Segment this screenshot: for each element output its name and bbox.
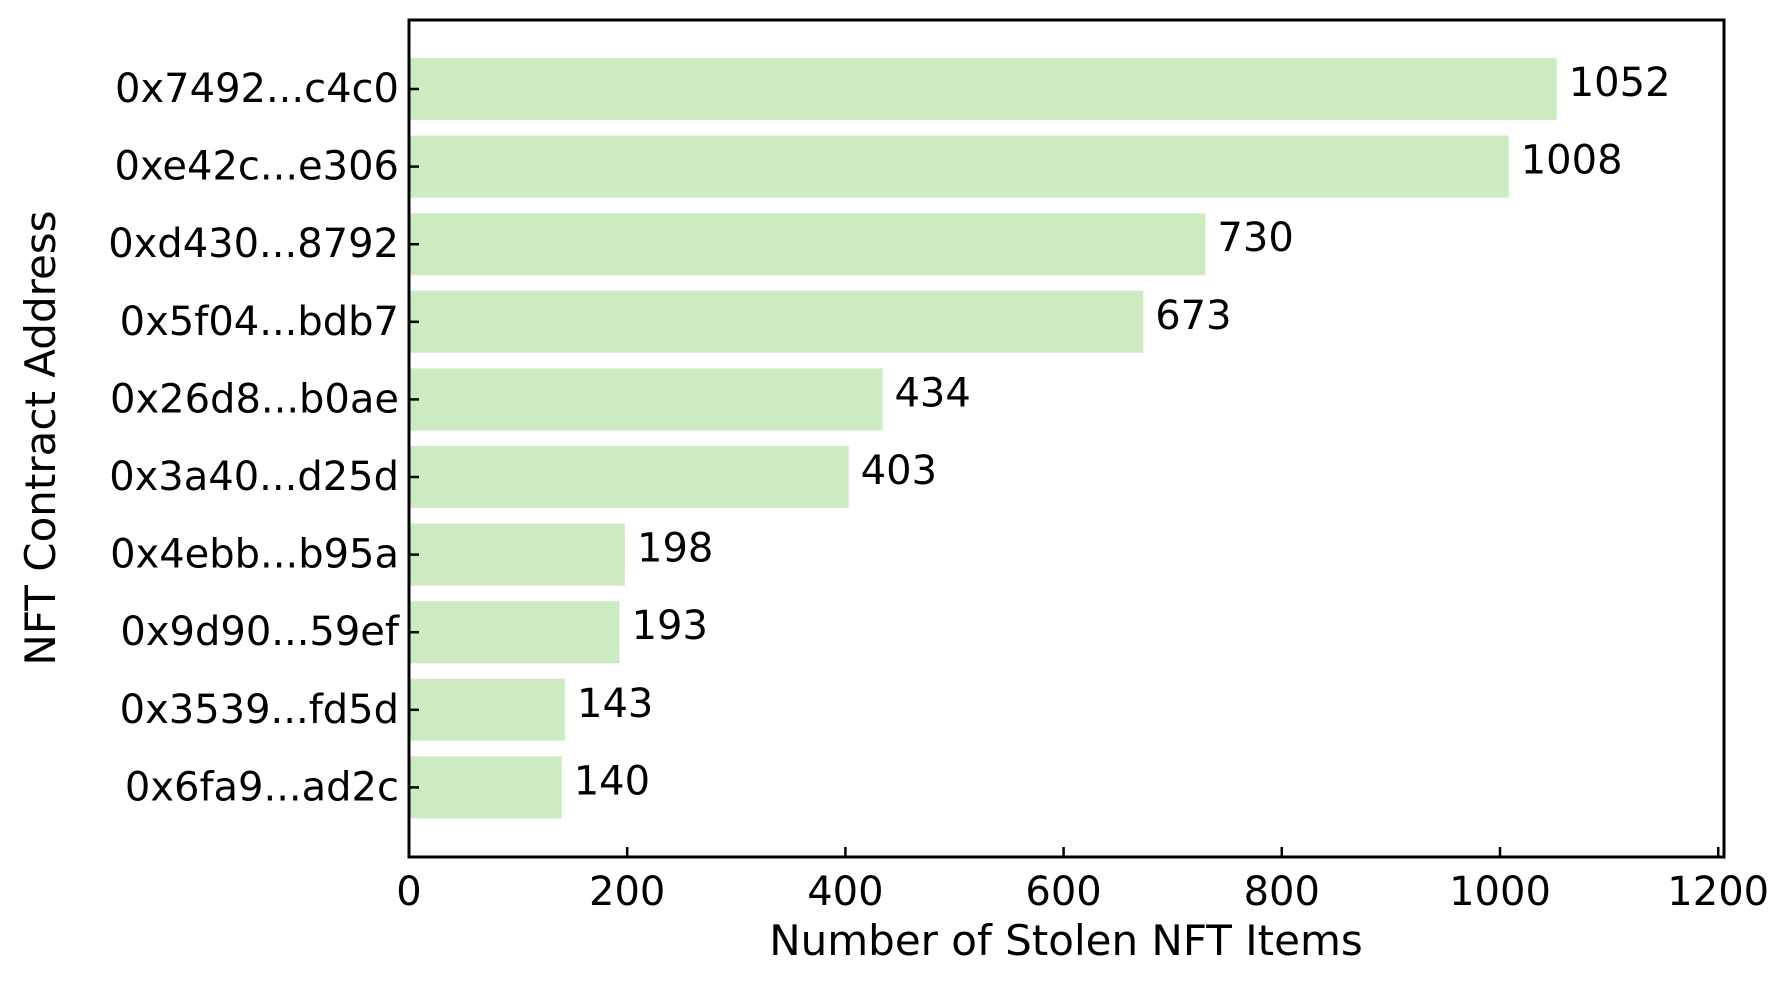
- y-ticks-layer: 0x7492...c4c0 0xe42c...e306 0xd430...8792 0…: [108, 66, 419, 810]
- data-label-0x7492...c4c0: 1052: [1569, 60, 1671, 106]
- x-tick-label: 1000: [1449, 869, 1551, 915]
- y-axis-title: NFT Contract Address: [16, 210, 65, 665]
- data-label-0x3539...fd5d: 143: [577, 681, 653, 727]
- y-tick-label: 0x9d90...59ef: [120, 609, 400, 655]
- x-tick-label: 1200: [1667, 869, 1769, 915]
- bar-0x3539...fd5d: [410, 678, 566, 741]
- y-tick-label: 0xd430...8792: [108, 221, 399, 267]
- y-tick-label: 0x5f04...bdb7: [120, 299, 399, 345]
- x-tick-label: 600: [1025, 869, 1101, 915]
- plot-frame: [407, 18, 1726, 859]
- data-label-0x3a40...d25d: 403: [861, 448, 937, 494]
- y-tick-label: 0x26d8...b0ae: [110, 376, 399, 422]
- y-tick-label: 0xe42c...e306: [115, 144, 400, 190]
- bar-0xd430...8792: [410, 213, 1206, 276]
- data-label-0xd430...8792: 730: [1217, 215, 1293, 261]
- data-label-0x6fa9...ad2c: 140: [574, 758, 650, 804]
- x-tick-label: 0: [396, 869, 421, 915]
- data-labels-layer: 1052 1008 730 673 434 403 198 193 143 140: [574, 60, 1671, 804]
- y-tick-label: 0x7492...c4c0: [115, 66, 399, 112]
- x-tick-label: 800: [1244, 869, 1320, 915]
- x-tick-label: 200: [589, 869, 665, 915]
- data-label-0xe42c...e306: 1008: [1521, 138, 1623, 184]
- x-ticks-layer: 0 200 400 600 800 1000 1200: [396, 847, 1769, 915]
- bar-0x7492...c4c0: [410, 58, 1557, 120]
- x-axis-title: Number of Stolen NFT Items: [769, 916, 1363, 965]
- y-tick-label: 0x3a40...d25d: [109, 454, 399, 500]
- bar-0x5f04...bdb7: [410, 290, 1144, 353]
- bar-0x4ebb...b95a: [410, 523, 626, 586]
- y-tick-label: 0x6fa9...ad2c: [125, 764, 399, 810]
- data-label-0x5f04...bdb7: 673: [1155, 293, 1231, 339]
- bars-layer: [410, 58, 1557, 819]
- y-tick-label: 0x3539...fd5d: [120, 687, 399, 733]
- bar-0x3a40...d25d: [410, 446, 849, 508]
- data-label-0x4ebb...b95a: 198: [637, 526, 713, 572]
- bar-0xe42c...e306: [410, 135, 1509, 198]
- bar-0x9d90...59ef: [410, 601, 620, 664]
- bar-0x6fa9...ad2c: [410, 756, 562, 819]
- x-tick-label: 400: [807, 869, 883, 915]
- bar-0x26d8...b0ae: [410, 368, 883, 431]
- data-label-0x9d90...59ef: 193: [632, 603, 708, 649]
- y-tick-label: 0x4ebb...b95a: [110, 532, 399, 578]
- data-label-0x26d8...b0ae: 434: [894, 370, 970, 416]
